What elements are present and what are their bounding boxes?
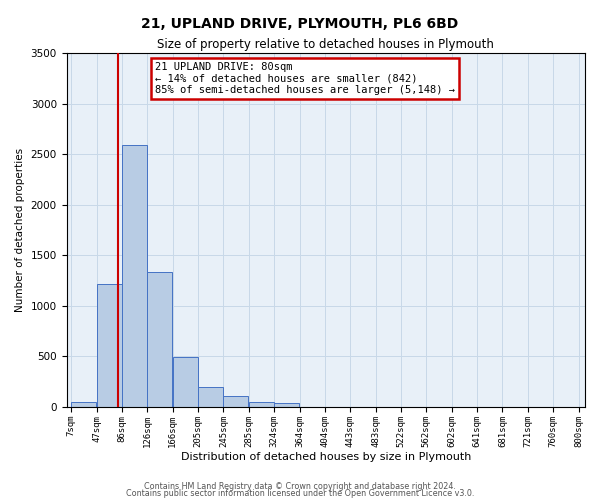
Bar — [71, 402, 96, 407]
Bar — [249, 402, 274, 407]
Bar — [147, 272, 172, 407]
Bar — [198, 388, 223, 407]
Text: 21, UPLAND DRIVE, PLYMOUTH, PL6 6BD: 21, UPLAND DRIVE, PLYMOUTH, PL6 6BD — [142, 18, 458, 32]
Title: Size of property relative to detached houses in Plymouth: Size of property relative to detached ho… — [157, 38, 494, 51]
Bar — [299, 406, 325, 407]
Y-axis label: Number of detached properties: Number of detached properties — [15, 148, 25, 312]
Bar — [274, 403, 299, 407]
Text: Contains public sector information licensed under the Open Government Licence v3: Contains public sector information licen… — [126, 489, 474, 498]
Bar — [223, 396, 248, 407]
X-axis label: Distribution of detached houses by size in Plymouth: Distribution of detached houses by size … — [181, 452, 471, 462]
Text: 21 UPLAND DRIVE: 80sqm
← 14% of detached houses are smaller (842)
85% of semi-de: 21 UPLAND DRIVE: 80sqm ← 14% of detached… — [155, 62, 455, 95]
Bar — [122, 145, 146, 407]
Bar — [325, 406, 350, 407]
Bar — [173, 358, 198, 407]
Text: Contains HM Land Registry data © Crown copyright and database right 2024.: Contains HM Land Registry data © Crown c… — [144, 482, 456, 491]
Bar — [97, 284, 122, 407]
